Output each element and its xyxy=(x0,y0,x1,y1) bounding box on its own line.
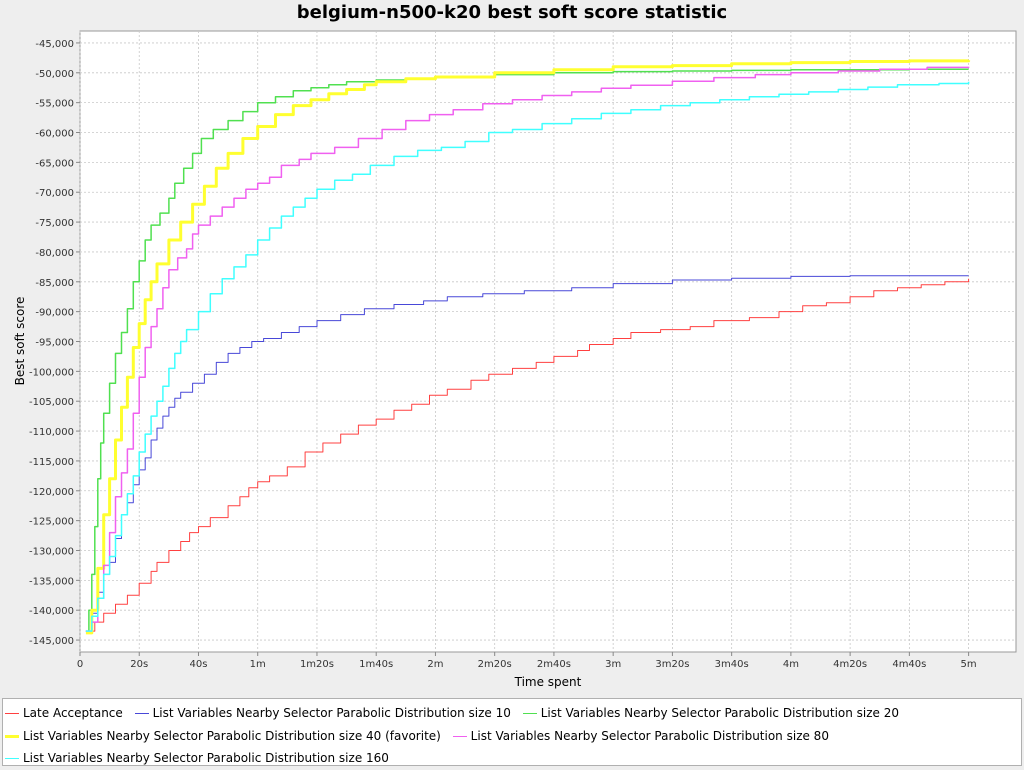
x-tick-label: 2m20s xyxy=(478,659,512,670)
legend-item-size-20: List Variables Nearby Selector Parabolic… xyxy=(522,702,900,724)
legend-row: List Variables Nearby Selector Parabolic… xyxy=(5,725,1019,748)
y-tick-label: -130,000 xyxy=(29,546,74,557)
x-tick-label: 4m40s xyxy=(892,659,926,670)
series-line-0 xyxy=(85,278,970,632)
y-tick-label: -65,000 xyxy=(35,158,74,169)
legend-item-late-acceptance: Late Acceptance xyxy=(5,702,123,724)
y-tick-label: -90,000 xyxy=(35,308,74,319)
x-tick-label: 3m xyxy=(605,659,621,670)
y-tick-label: -60,000 xyxy=(35,129,74,140)
x-tick-label: 4m20s xyxy=(833,659,867,670)
y-axis: -45,000 -50,000 -55,000 -60,000 -65,000 -70,0… xyxy=(29,39,80,647)
legend-swatch xyxy=(5,758,19,759)
x-tick-label: 2m40s xyxy=(537,659,571,670)
legend-swatch xyxy=(5,734,19,738)
y-tick-label: -140,000 xyxy=(29,606,74,617)
x-tick-label: 4m xyxy=(783,659,799,670)
legend-label: List Variables Nearby Selector Parabolic… xyxy=(152,706,511,720)
x-tick-label: 40s xyxy=(190,659,208,670)
x-tick-label: 2m xyxy=(427,659,443,670)
legend-swatch xyxy=(134,713,149,714)
y-tick-label: -95,000 xyxy=(35,338,74,349)
x-tick-label: 1m40s xyxy=(359,659,393,670)
x-tick-label: 1m xyxy=(250,659,266,670)
grid-lines xyxy=(79,31,1016,652)
x-axis-label: Time spent xyxy=(514,675,582,689)
legend: Late Acceptance List Variables Nearby Se… xyxy=(2,698,1022,766)
y-tick-label: -70,000 xyxy=(35,188,74,199)
legend-label: List Variables Nearby Selector Parabolic… xyxy=(470,728,829,743)
series-line-3 xyxy=(85,59,971,635)
series-line-4 xyxy=(85,66,970,632)
x-tick-label: 3m40s xyxy=(715,659,749,670)
y-tick-label: -115,000 xyxy=(29,457,74,468)
y-tick-label: -100,000 xyxy=(29,367,74,378)
x-tick-label: 5m xyxy=(961,659,977,670)
y-tick-label: -80,000 xyxy=(35,248,74,259)
legend-item-size-40: List Variables Nearby Selector Parabolic… xyxy=(5,725,441,747)
y-tick-label: -125,000 xyxy=(29,517,74,528)
legend-label: Late Acceptance xyxy=(23,706,123,720)
x-tick-label: 20s xyxy=(130,659,148,670)
y-tick-label: -135,000 xyxy=(29,576,74,587)
legend-swatch xyxy=(452,735,467,737)
legend-swatch xyxy=(5,713,19,714)
legend-label: List Variables Nearby Selector Parabolic… xyxy=(23,751,389,765)
legend-row: Late Acceptance List Variables Nearby Se… xyxy=(5,702,1019,725)
series-line-5 xyxy=(85,81,970,632)
x-axis: 0 20s 40s 1m 1m20s 1m40s 2m 2m20s 2m40s 3m 3m20s 3m… xyxy=(77,652,977,670)
x-tick-label: 1m20s xyxy=(300,659,334,670)
y-tick-label: -120,000 xyxy=(29,487,74,498)
y-tick-label: -105,000 xyxy=(29,397,74,408)
y-tick-label: -45,000 xyxy=(35,39,74,50)
legend-swatch xyxy=(522,713,537,714)
y-tick-label: -50,000 xyxy=(35,69,74,80)
series-line-2 xyxy=(85,68,969,632)
x-tick-label: 3m20s xyxy=(655,659,689,670)
y-axis-label: Best soft score xyxy=(13,297,27,386)
y-tick-label: -85,000 xyxy=(35,278,74,289)
legend-label: List Variables Nearby Selector Parabolic… xyxy=(23,728,441,743)
y-tick-label: -145,000 xyxy=(29,636,74,647)
legend-item-size-160: List Variables Nearby Selector Parabolic… xyxy=(5,747,389,769)
legend-row: List Variables Nearby Selector Parabolic… xyxy=(5,747,1019,770)
y-tick-label: -110,000 xyxy=(29,427,74,438)
legend-item-size-10: List Variables Nearby Selector Parabolic… xyxy=(134,702,511,724)
line-chart: -45,000 -50,000 -55,000 -60,000 -65,000 -70,0… xyxy=(13,30,1017,689)
legend-item-size-80: List Variables Nearby Selector Parabolic… xyxy=(452,725,829,747)
series-lines xyxy=(85,59,971,635)
y-tick-label: -55,000 xyxy=(35,99,74,110)
x-tick-label: 0 xyxy=(77,659,83,670)
chart-title: belgium-n500-k20 best soft score statist… xyxy=(296,2,728,23)
y-tick-label: -75,000 xyxy=(35,218,74,229)
legend-label: List Variables Nearby Selector Parabolic… xyxy=(540,706,900,720)
